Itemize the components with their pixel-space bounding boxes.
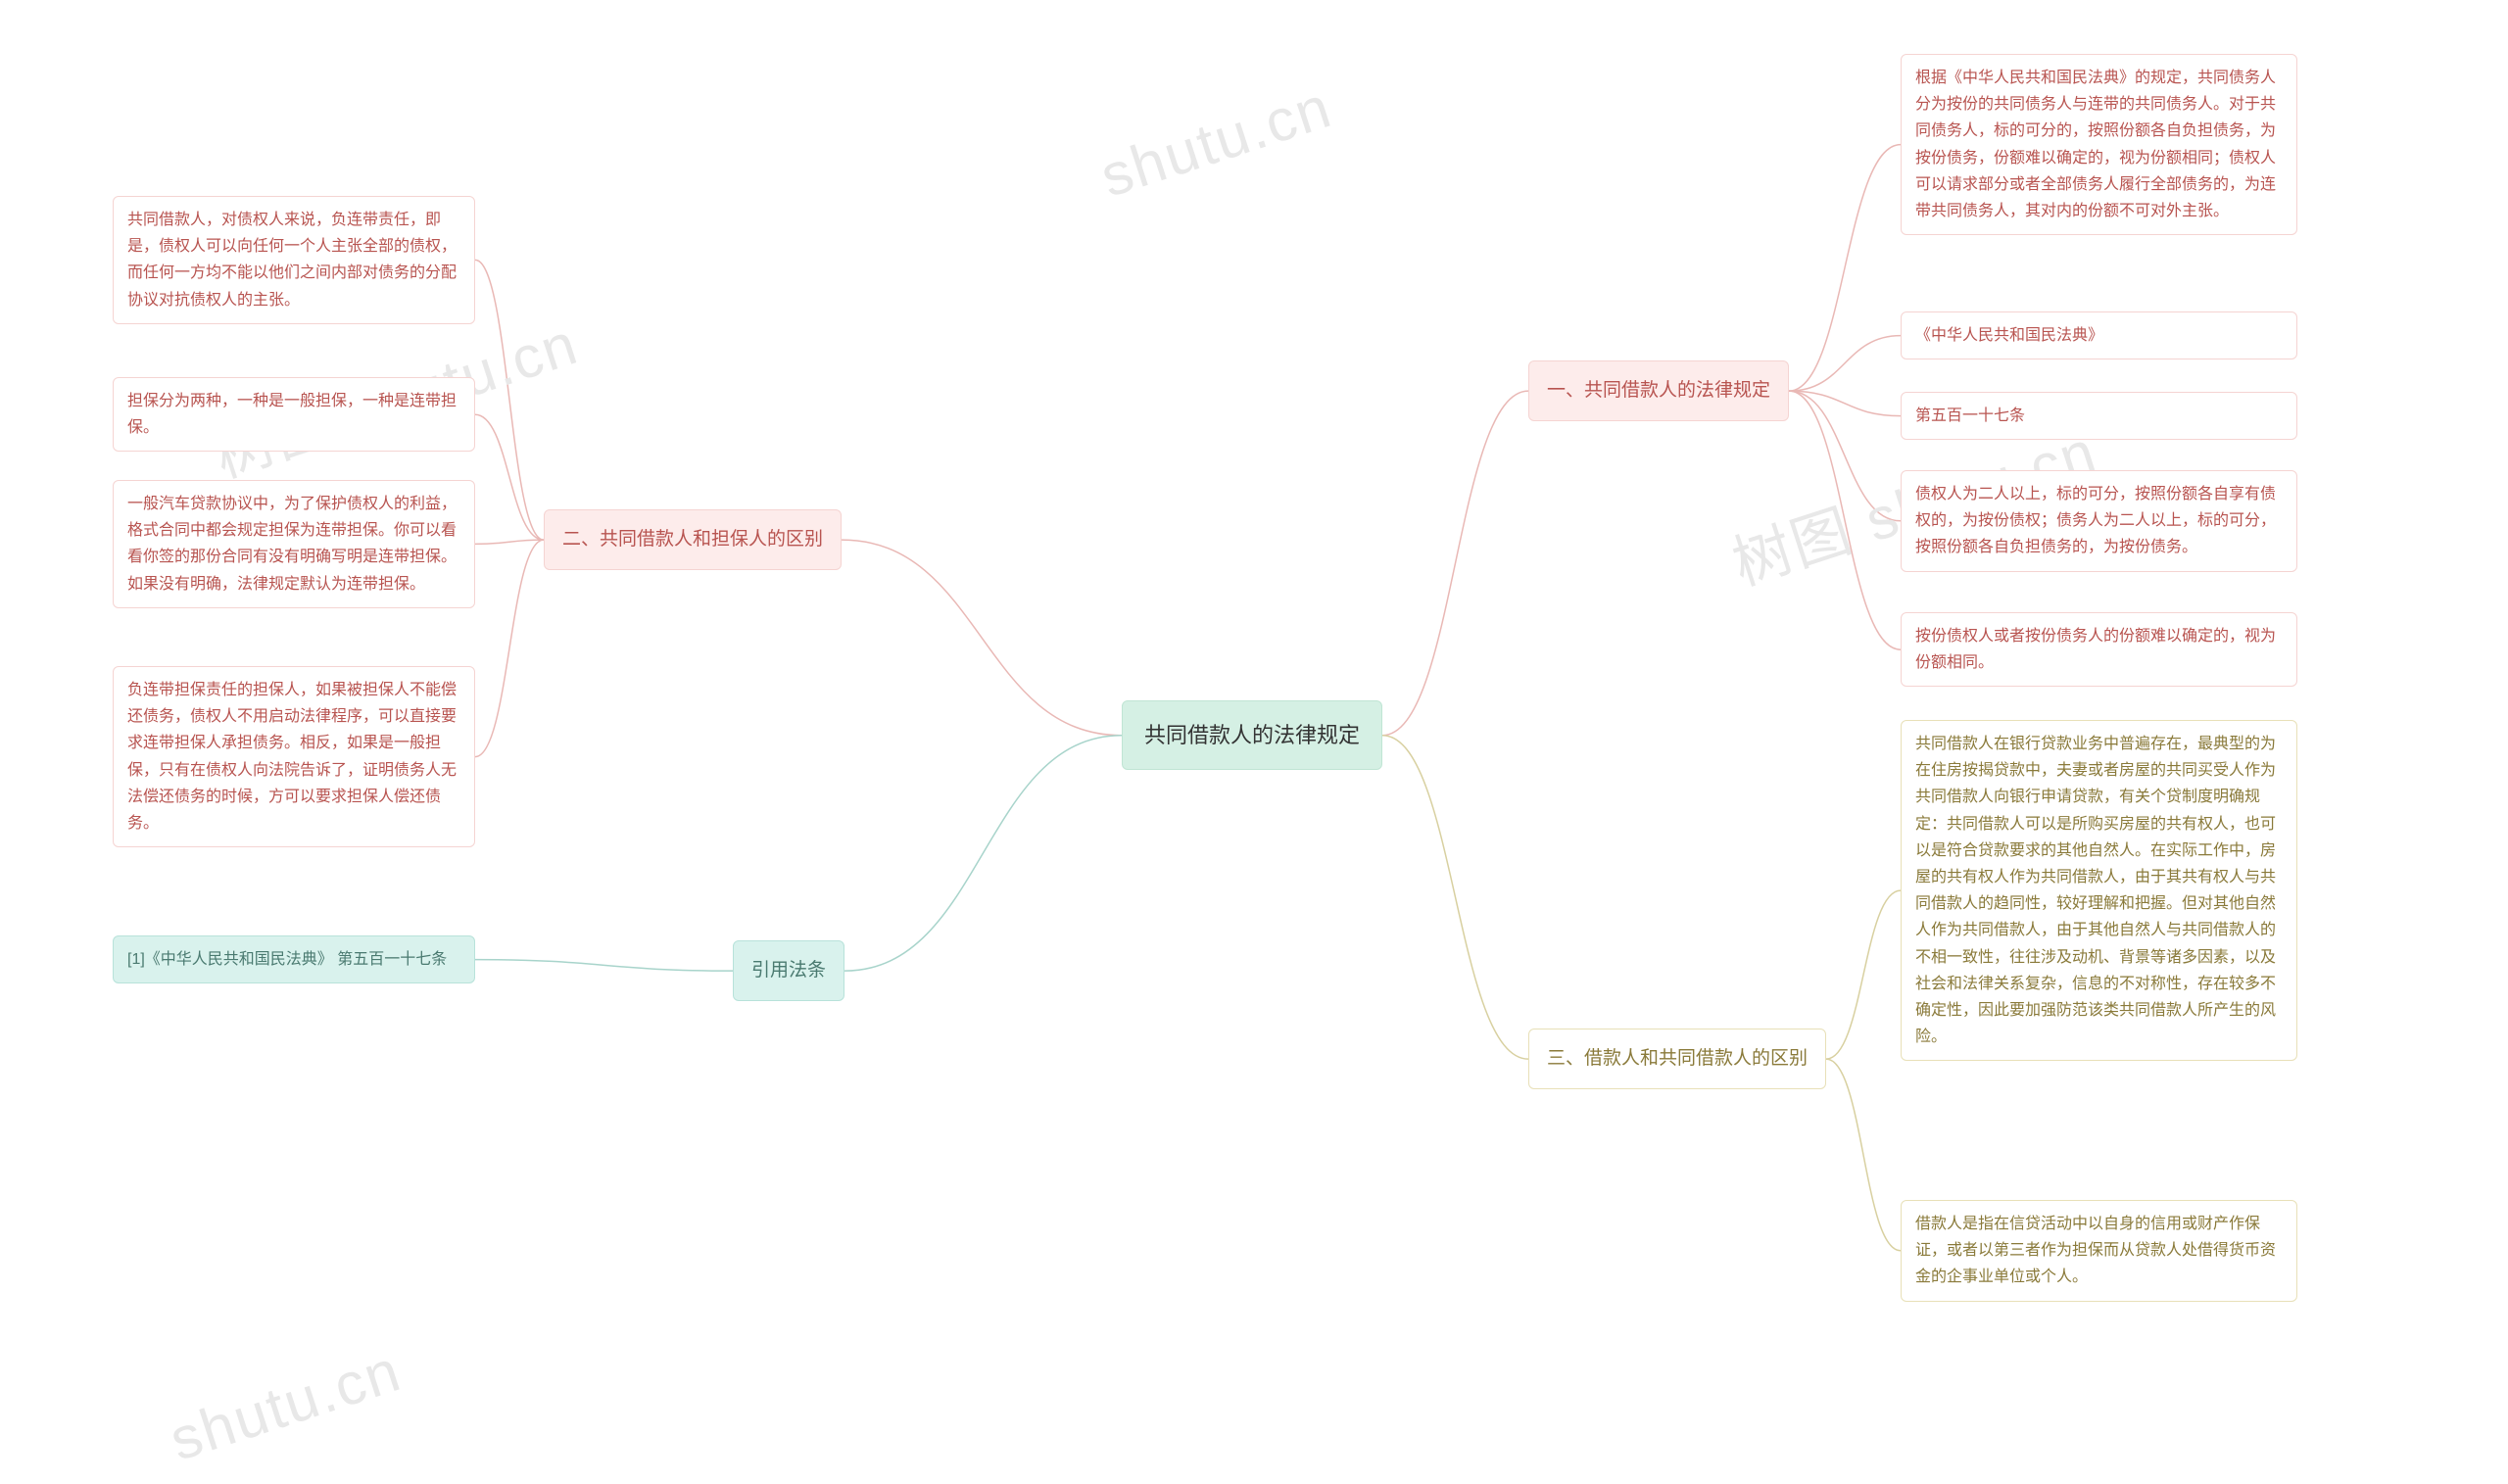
leaf-node[interactable]: 根据《中华人民共和国民法典》的规定，共同债务人分为按份的共同债务人与连带的共同债… [1901,54,2297,235]
leaf-node[interactable]: 负连带担保责任的担保人，如果被担保人不能偿还债务，债权人不用启动法律程序，可以直… [113,666,475,847]
center-node[interactable]: 共同借款人的法律规定 [1122,700,1382,770]
watermark: shutu.cn [1092,72,1339,211]
leaf-node[interactable]: 共同借款人，对债权人来说，负连带责任，即是，债权人可以向任何一个人主张全部的债权… [113,196,475,324]
branch-3[interactable]: 三、借款人和共同借款人的区别 [1528,1029,1826,1089]
branch-1[interactable]: 一、共同借款人的法律规定 [1528,360,1789,421]
leaf-node[interactable]: 第五百一十七条 [1901,392,2297,440]
leaf-node[interactable]: 按份债权人或者按份债务人的份额难以确定的，视为份额相同。 [1901,612,2297,687]
leaf-node[interactable]: 《中华人民共和国民法典》 [1901,311,2297,359]
leaf-node[interactable]: 债权人为二人以上，标的可分，按照份额各自享有债权的，为按份债权；债务人为二人以上… [1901,470,2297,572]
watermark: shutu.cn [162,1336,409,1474]
leaf-node[interactable]: 担保分为两种，一种是一般担保，一种是连带担保。 [113,377,475,452]
leaf-node[interactable]: 共同借款人在银行贷款业务中普遍存在，最典型的为在住房按揭贷款中，夫妻或者房屋的共… [1901,720,2297,1061]
branch-2[interactable]: 二、共同借款人和担保人的区别 [544,509,842,570]
leaf-node[interactable]: [1]《中华人民共和国民法典》 第五百一十七条 [113,935,475,983]
leaf-node[interactable]: 一般汽车贷款协议中，为了保护债权人的利益，格式合同中都会规定担保为连带担保。你可… [113,480,475,608]
branch-cite[interactable]: 引用法条 [733,940,844,1001]
leaf-node[interactable]: 借款人是指在信贷活动中以自身的信用或财产作保证，或者以第三者作为担保而从贷款人处… [1901,1200,2297,1302]
